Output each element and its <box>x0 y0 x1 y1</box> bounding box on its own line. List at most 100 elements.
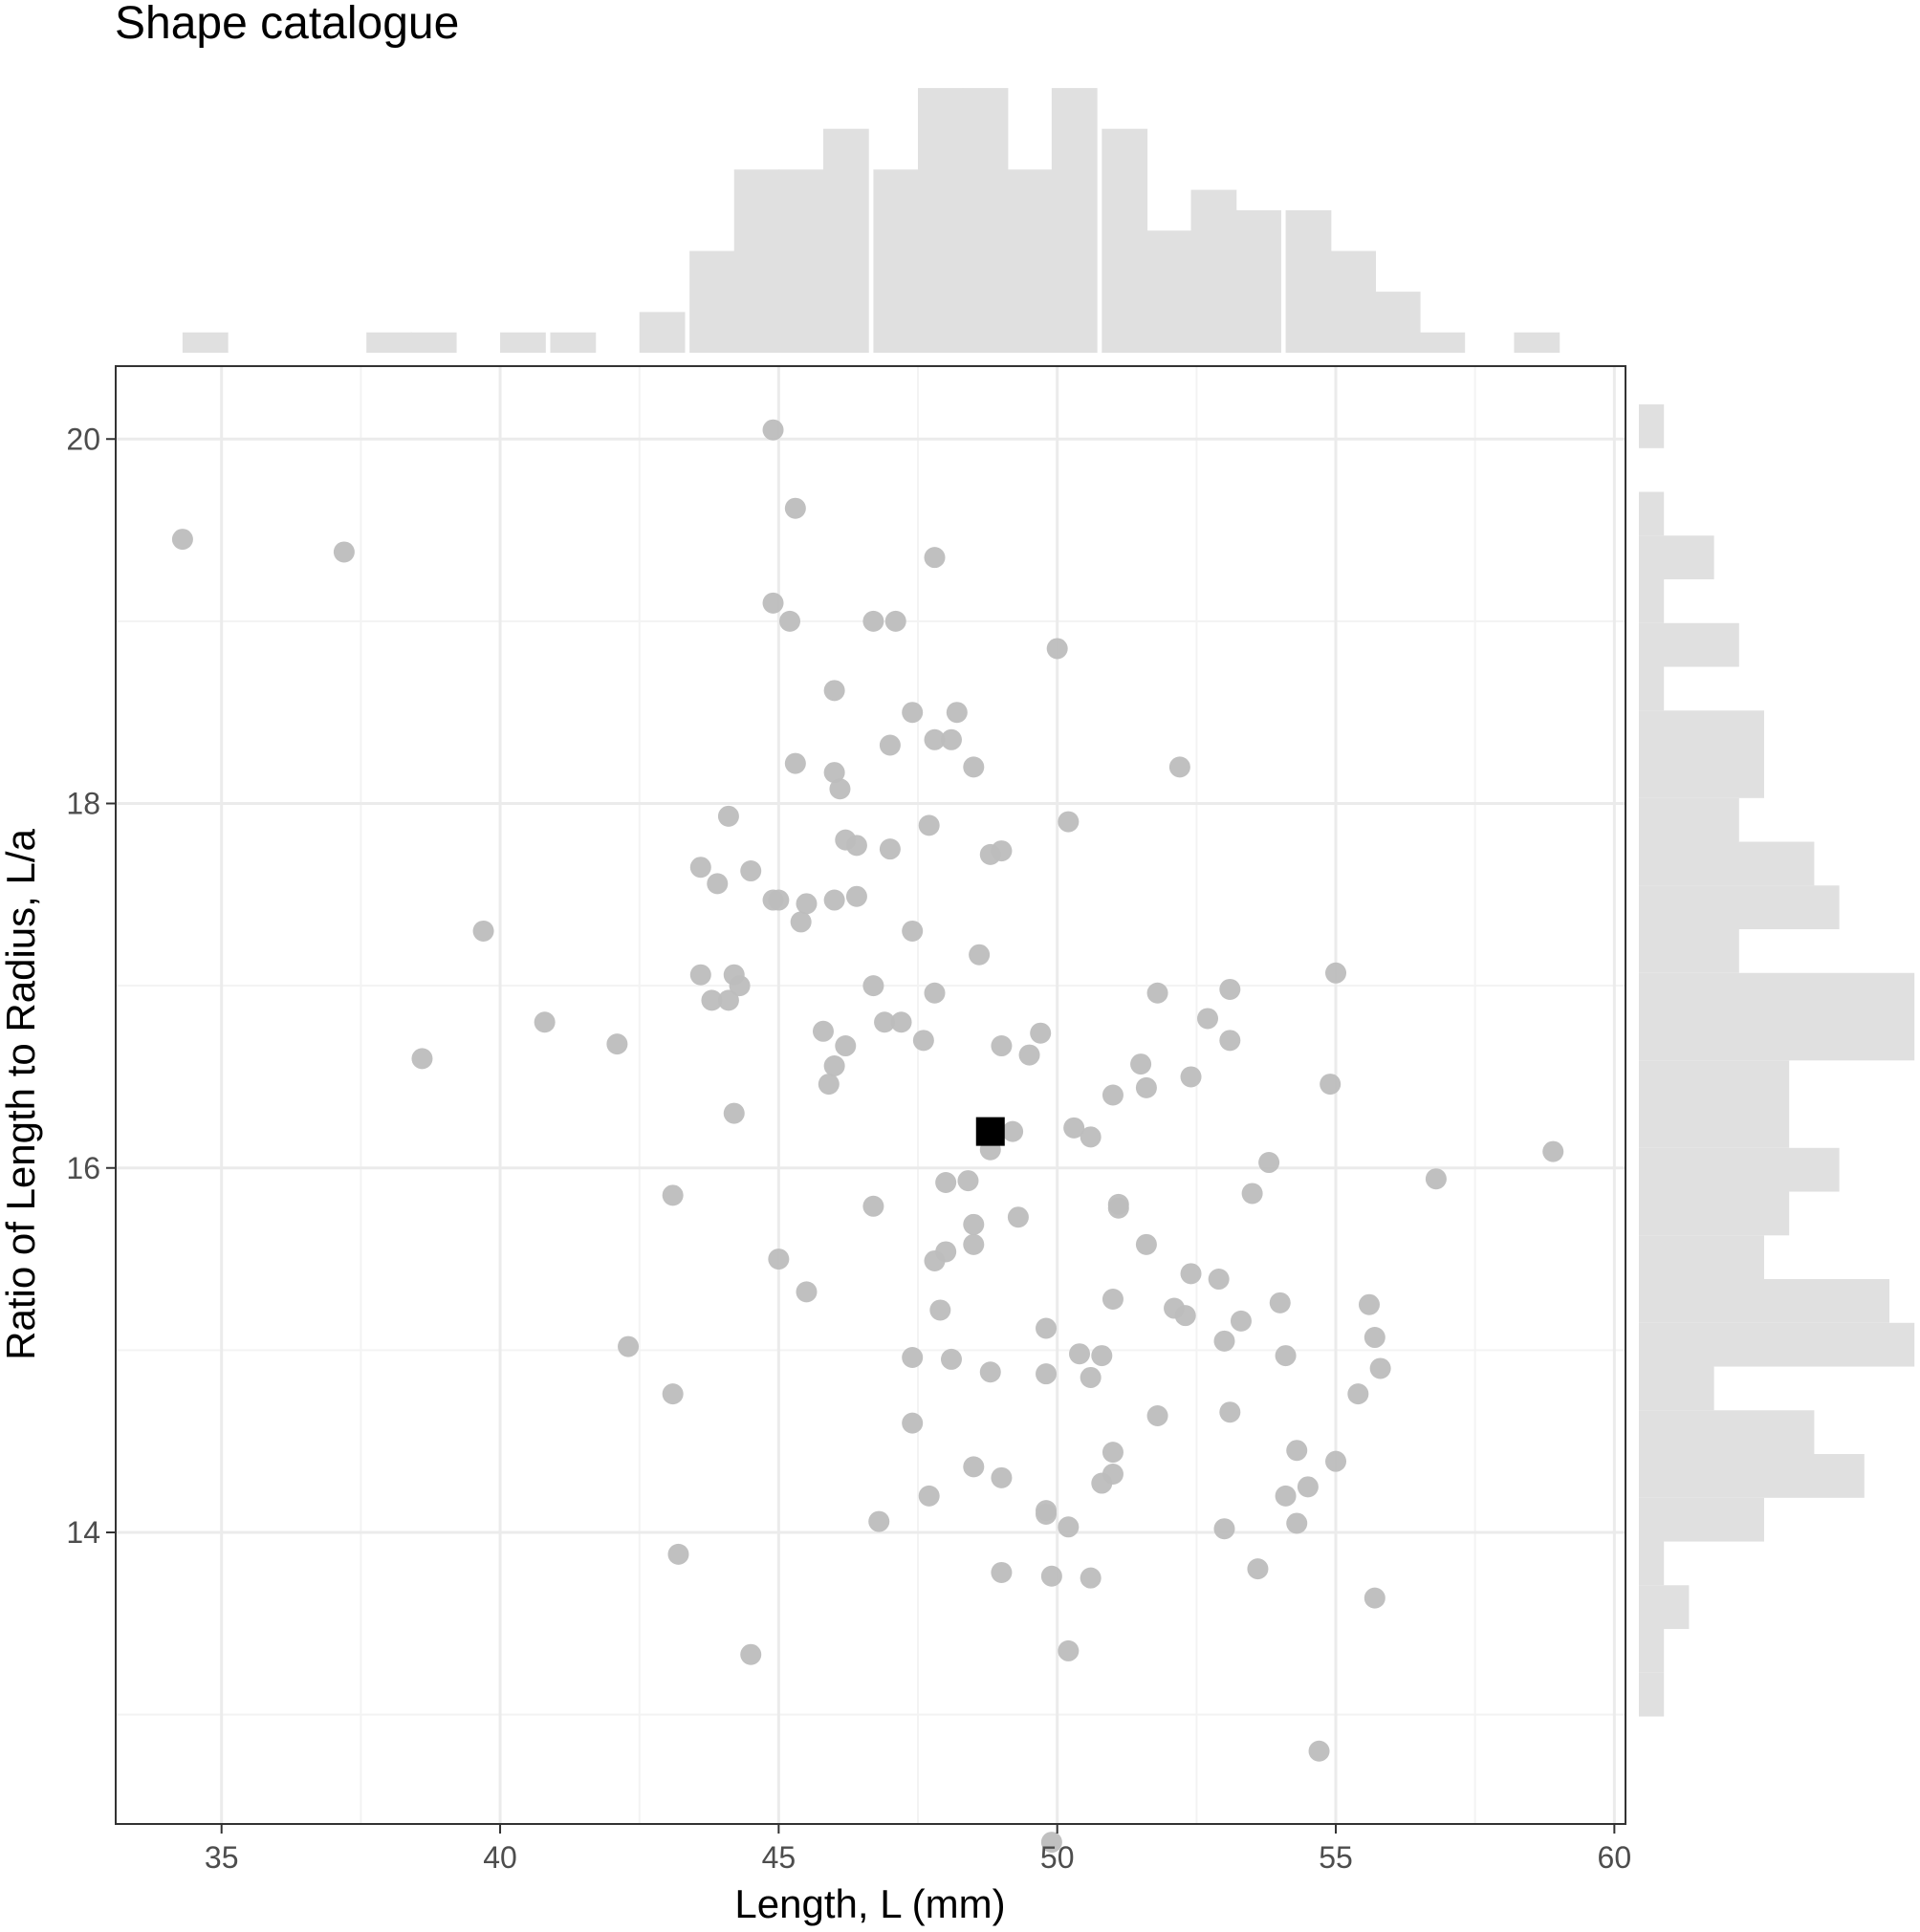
scatter-point <box>991 1466 1013 1488</box>
scatter-point <box>689 964 711 986</box>
y-tick-label: 14 <box>66 1515 100 1550</box>
y-histogram-bar <box>1639 1279 1889 1323</box>
panel-border <box>115 365 1626 1825</box>
scatter-point <box>662 1383 684 1405</box>
scatter-point <box>707 873 729 895</box>
y-axis-ticks: 14 16 18 20 <box>66 422 116 1550</box>
x-histogram-bar <box>778 169 825 353</box>
scatter-point <box>1219 1401 1241 1423</box>
scatter-point <box>1102 1084 1124 1106</box>
scatter-point <box>1146 982 1168 1004</box>
x-histogram-bar <box>1330 250 1376 353</box>
scatter-point <box>1080 1126 1102 1148</box>
highlight-marker <box>975 1117 1005 1146</box>
scatter-point <box>823 1055 845 1076</box>
scatter-point <box>1030 1022 1052 1044</box>
scatter-point <box>717 805 739 827</box>
y-histogram-bar <box>1639 972 1915 1017</box>
y-histogram-bar <box>1639 929 1739 973</box>
x-histogram-bar <box>1514 332 1560 353</box>
scatter-point <box>1213 1518 1235 1540</box>
y-histogram-bar <box>1639 622 1739 667</box>
y-marginal-histogram <box>1639 404 1915 1717</box>
chart-title: Shape catalogue <box>115 0 459 49</box>
x-histogram-bar <box>500 332 546 353</box>
scatter-point <box>1107 1197 1129 1219</box>
scatter-point <box>879 838 901 860</box>
scatter-point <box>1135 1233 1157 1255</box>
x-histogram-bar <box>1374 292 1421 353</box>
scatter-point <box>333 541 355 563</box>
y-histogram-bar <box>1639 666 1665 711</box>
scatter-point <box>1007 1206 1029 1228</box>
scatter-point <box>1364 1327 1385 1349</box>
y-histogram-bar <box>1639 1191 1790 1236</box>
y-tick-label: 18 <box>66 787 100 821</box>
x-tick-label: 40 <box>483 1840 517 1875</box>
scatter-point <box>868 1510 890 1532</box>
scatter-point <box>924 982 946 1004</box>
y-histogram-bar <box>1639 710 1764 755</box>
scatter-point <box>823 680 845 702</box>
scatter-point <box>1102 1464 1124 1485</box>
scatter-point <box>1180 1066 1202 1088</box>
scatter-point <box>1219 978 1241 1000</box>
scatter-point <box>1358 1293 1380 1315</box>
x-histogram-bar <box>1007 169 1054 353</box>
x-histogram-bar <box>689 250 735 353</box>
y-histogram-bar <box>1639 754 1764 798</box>
scatter-point <box>779 610 801 632</box>
scatter-point <box>1058 811 1080 833</box>
scatter-point <box>940 728 962 750</box>
scatter-point <box>667 1543 689 1565</box>
scatter-point <box>1325 962 1347 984</box>
scatter-point <box>969 944 991 966</box>
scatter-point <box>1018 1044 1040 1066</box>
scatter-point <box>534 1011 556 1033</box>
y-histogram-bar <box>1639 1497 1764 1542</box>
scatter-point <box>829 778 851 800</box>
x-histogram-bar <box>639 312 686 353</box>
panel-background <box>116 366 1625 1824</box>
x-histogram-bar <box>182 332 229 353</box>
scatter-point <box>1046 638 1068 660</box>
scatter-point <box>1286 1512 1308 1534</box>
scatter-point <box>784 752 806 774</box>
x-histogram-bar <box>550 332 597 353</box>
scatter-point <box>1275 1485 1297 1507</box>
y-histogram-bar <box>1639 491 1665 536</box>
scatter-point <box>874 1011 896 1033</box>
scatter-point <box>1241 1183 1263 1205</box>
scatter-point <box>918 814 940 836</box>
scatter-point <box>902 920 924 942</box>
scatter-point <box>1036 1363 1058 1385</box>
scatter-point <box>1230 1310 1252 1332</box>
scatter-point <box>411 1048 433 1070</box>
y-histogram-bar <box>1639 797 1739 842</box>
scatter-point <box>912 1030 934 1052</box>
scatter-point <box>768 889 790 911</box>
scatter-point <box>862 610 884 632</box>
scatter-point <box>762 419 784 441</box>
scatter-point <box>991 840 1013 862</box>
scatter-point <box>902 1347 924 1368</box>
scatter-point <box>1347 1383 1369 1405</box>
scatter-point <box>935 1241 957 1263</box>
x-tick-label: 45 <box>762 1840 796 1875</box>
scatter-point <box>1308 1740 1330 1762</box>
scatter-point <box>1197 1008 1219 1030</box>
scatter-point <box>606 1033 628 1055</box>
scatter-point <box>823 762 845 784</box>
y-tick-label: 20 <box>66 422 100 456</box>
x-histogram-bar <box>410 332 457 353</box>
scatter-point <box>818 1074 840 1096</box>
scatter-point <box>991 1561 1013 1583</box>
x-histogram-bar <box>822 128 869 353</box>
scatter-point <box>1208 1269 1230 1291</box>
y-histogram-bar <box>1639 1541 1665 1586</box>
scatter-point <box>689 857 711 879</box>
scatter-point <box>701 989 723 1011</box>
scatter-point <box>902 702 924 724</box>
scatter-point <box>171 529 193 551</box>
